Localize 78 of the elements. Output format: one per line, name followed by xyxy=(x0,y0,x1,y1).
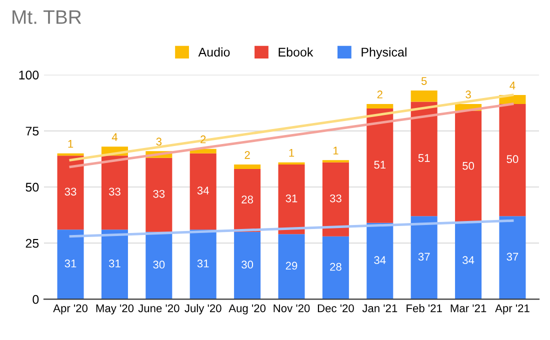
y-tick-label: 25 xyxy=(26,238,39,248)
data-label: 30 xyxy=(242,260,254,269)
x-tick-label: Nov '20 xyxy=(274,304,310,312)
bar xyxy=(366,108,394,223)
bar xyxy=(146,232,172,300)
x-tick-label: Aug '20 xyxy=(228,304,266,314)
bar xyxy=(455,110,482,223)
bar xyxy=(57,230,84,300)
data-label: 37 xyxy=(506,252,518,261)
bar xyxy=(190,230,216,300)
bar xyxy=(499,216,526,300)
y-tick-label: 100 xyxy=(19,70,39,80)
data-label: 4 xyxy=(112,133,118,141)
x-tick-label: Apr '20 xyxy=(53,304,88,314)
bar xyxy=(278,162,305,165)
y-tick-label: 75 xyxy=(26,126,39,136)
data-label: 34 xyxy=(197,186,209,194)
y-tick-label: 0 xyxy=(32,295,39,304)
x-tick-label: May '20 xyxy=(96,304,134,314)
bar xyxy=(499,104,526,216)
chart-title: Mt. TBR xyxy=(12,10,82,24)
bar xyxy=(322,236,349,300)
bar xyxy=(234,164,261,170)
bar xyxy=(146,158,172,232)
data-label: 33 xyxy=(108,188,120,196)
data-label: 37 xyxy=(418,252,430,261)
legend-label: Ebook xyxy=(278,47,314,57)
data-label: 3 xyxy=(466,90,471,98)
bar xyxy=(101,230,128,300)
x-tick-label: Jan '21 xyxy=(362,304,398,312)
x-tick-label: July '20 xyxy=(184,304,222,314)
legend-label: Audio xyxy=(198,47,230,57)
x-tick-label: Dec '20 xyxy=(318,304,354,312)
bar xyxy=(455,222,482,300)
bar xyxy=(101,156,128,230)
data-label: 31 xyxy=(286,194,298,202)
bar xyxy=(366,222,394,300)
data-label: 28 xyxy=(242,196,253,204)
data-label: 28 xyxy=(330,262,342,271)
bar xyxy=(410,102,438,216)
data-label: 30 xyxy=(153,260,165,269)
data-label: 51 xyxy=(418,154,430,162)
bar xyxy=(366,104,394,108)
bar xyxy=(278,164,305,234)
data-label: 31 xyxy=(197,260,209,268)
bar xyxy=(322,162,349,236)
data-label: 34 xyxy=(462,256,474,264)
bar xyxy=(410,216,438,300)
data-label: 2 xyxy=(244,151,250,159)
data-label: 1 xyxy=(289,149,294,157)
data-label: 5 xyxy=(421,77,427,85)
legend-label: Physical xyxy=(362,47,406,60)
data-label: 1 xyxy=(68,140,74,148)
bar xyxy=(234,169,261,232)
x-tick-label: Mar '21 xyxy=(450,304,486,312)
data-label: 33 xyxy=(153,190,165,198)
bar xyxy=(57,156,84,230)
bar xyxy=(190,153,216,230)
x-tick-label: June '20 xyxy=(138,304,180,312)
data-label: 33 xyxy=(330,194,342,202)
bar xyxy=(278,234,305,300)
data-label: 29 xyxy=(286,262,298,270)
data-label: 34 xyxy=(374,256,386,264)
data-label: 33 xyxy=(64,188,76,196)
x-tick-label: Feb '21 xyxy=(406,304,442,312)
data-label: 31 xyxy=(64,260,76,268)
bar xyxy=(410,90,438,102)
data-label: 51 xyxy=(374,160,386,169)
bar xyxy=(234,232,261,300)
data-label: 1 xyxy=(333,146,338,154)
data-label: 50 xyxy=(462,162,474,170)
x-tick-label: Apr '21 xyxy=(495,304,530,314)
data-label: 3 xyxy=(156,138,162,146)
y-tick-label: 50 xyxy=(26,182,39,192)
data-label: 4 xyxy=(510,82,516,90)
data-label: 31 xyxy=(108,260,120,268)
data-label: 50 xyxy=(506,155,518,164)
data-label: 2 xyxy=(377,90,382,98)
